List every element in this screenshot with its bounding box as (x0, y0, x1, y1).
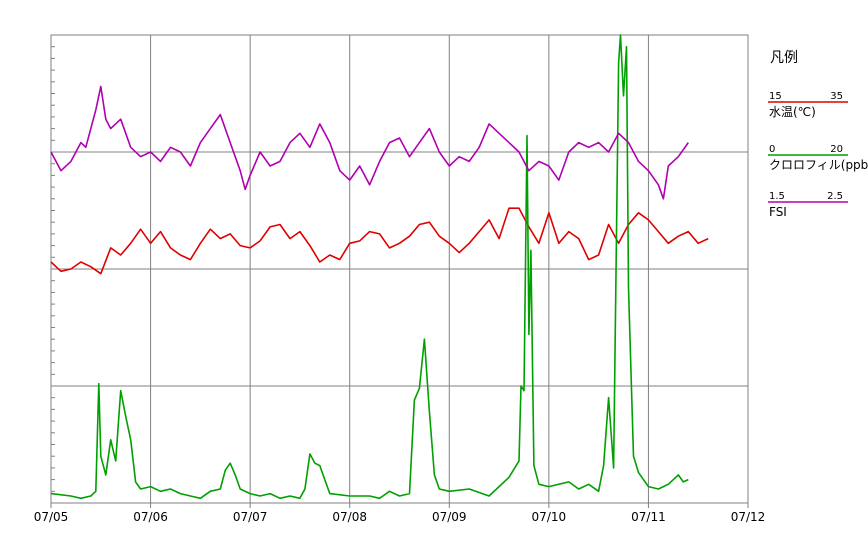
x-tick-label: 07/08 (332, 510, 367, 524)
legend-title: 凡例 (770, 50, 798, 66)
series-line-1 (50, 34, 689, 500)
legend-series-name: クロロフィル(ppb) (769, 158, 868, 172)
series-line-2 (50, 85, 689, 200)
series-line-0 (50, 207, 709, 275)
x-axis: 07/05 07/06 07/07 07/08 07/09 07/10 07/11 07/12 (34, 503, 766, 524)
series-layer (50, 34, 709, 500)
x-tick-label: 07/07 (233, 510, 268, 524)
legend-series-name: 水温(℃) (769, 105, 816, 119)
legend-entry: 1.5 2.5 FSI (768, 191, 848, 219)
x-tick-label: 07/12 (731, 510, 766, 524)
legend-entry: 15 35 水温(℃) (768, 91, 848, 119)
legend-series-name: FSI (769, 205, 787, 219)
legend: 凡例 15 35 水温(℃) 0 20 クロロフィル(ppb) 1.5 2.5 FSI (768, 50, 868, 219)
x-tick-label: 07/10 (532, 510, 567, 524)
x-tick-label: 07/06 (133, 510, 168, 524)
legend-range-min: 1.5 (769, 191, 785, 202)
legend-entry: 0 20 クロロフィル(ppb) (768, 144, 868, 172)
minor-ticks (51, 46, 55, 492)
legend-range-max: 35 (830, 91, 843, 102)
legend-range-max: 20 (830, 144, 843, 155)
x-tick-label: 07/11 (631, 510, 666, 524)
legend-range-min: 0 (769, 144, 775, 155)
x-tick-label: 07/05 (34, 510, 69, 524)
legend-range-min: 15 (769, 91, 782, 102)
x-tick-label: 07/09 (432, 510, 467, 524)
legend-range-max: 2.5 (827, 191, 843, 202)
legend-entries: 15 35 水温(℃) 0 20 クロロフィル(ppb) 1.5 2.5 FSI (768, 91, 868, 219)
